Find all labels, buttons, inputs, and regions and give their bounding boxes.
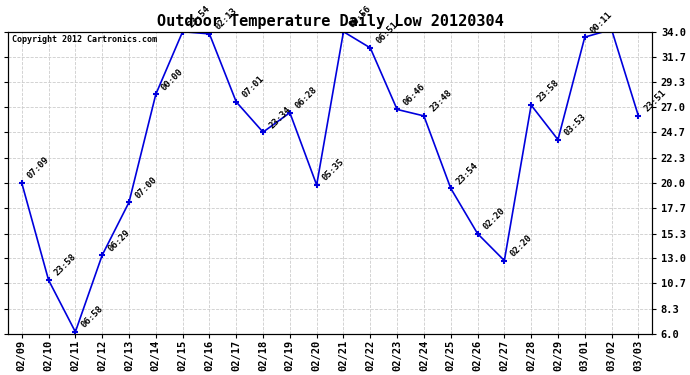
Text: 06:58: 06:58 [79, 304, 105, 330]
Text: 23:34: 23:34 [267, 105, 293, 130]
Text: 00:11: 00:11 [589, 10, 614, 35]
Text: 06:46: 06:46 [402, 82, 426, 107]
Text: Copyright 2012 Cartronics.com: Copyright 2012 Cartronics.com [12, 35, 157, 44]
Text: 07:00: 07:00 [133, 175, 159, 200]
Text: 06:56: 06:56 [348, 4, 373, 30]
Text: 00:28: 00:28 [0, 374, 1, 375]
Text: 23:54: 23:54 [455, 161, 480, 186]
Text: 06:29: 06:29 [106, 228, 132, 253]
Text: 23:51: 23:51 [642, 88, 668, 114]
Text: 05:35: 05:35 [321, 158, 346, 183]
Text: 07:01: 07:01 [240, 74, 266, 100]
Text: 02:20: 02:20 [509, 233, 534, 258]
Text: 02:13: 02:13 [214, 6, 239, 32]
Title: Outdoor Temperature Daily Low 20120304: Outdoor Temperature Daily Low 20120304 [157, 13, 504, 29]
Text: 03:53: 03:53 [562, 112, 587, 138]
Text: 06:51: 06:51 [375, 20, 400, 46]
Text: 23:54: 23:54 [187, 4, 212, 30]
Text: 23:58: 23:58 [535, 78, 561, 103]
Text: 02:20: 02:20 [482, 206, 507, 231]
Text: 06:28: 06:28 [294, 85, 319, 111]
Text: 23:58: 23:58 [52, 252, 78, 278]
Text: 00:00: 00:00 [160, 67, 186, 92]
Text: 07:09: 07:09 [26, 155, 51, 181]
Text: 23:48: 23:48 [428, 88, 453, 114]
